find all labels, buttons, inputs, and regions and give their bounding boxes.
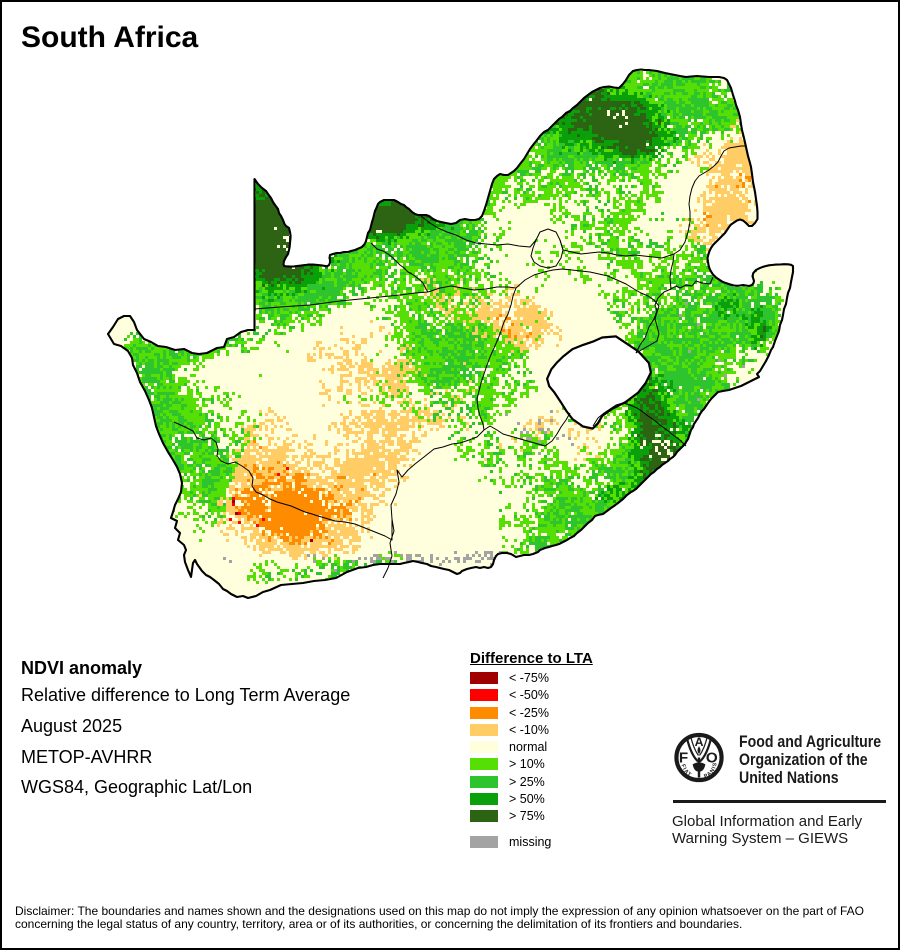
svg-text:A: A (695, 735, 704, 749)
svg-text:O: O (706, 749, 718, 766)
svg-text:F: F (679, 749, 688, 766)
